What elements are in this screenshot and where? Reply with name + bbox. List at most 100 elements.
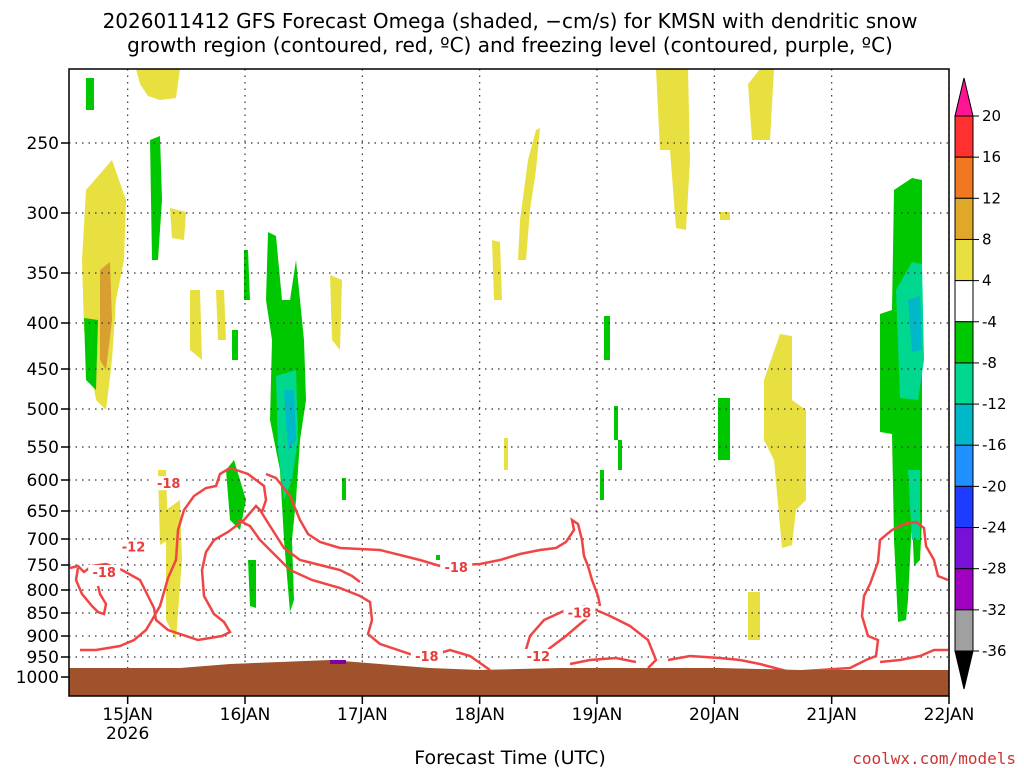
contour-label-bg	[563, 605, 596, 620]
contour-line	[74, 567, 108, 616]
omega-area-yellow	[330, 275, 342, 350]
omega-area-green	[226, 460, 246, 530]
omega-area-green	[342, 478, 346, 500]
colorbar-swatch	[954, 527, 974, 570]
colorbar-label: -24	[982, 519, 1007, 537]
colorbar-swatch	[954, 238, 974, 282]
x-tick-label: 16JAN	[220, 705, 271, 725]
contour-label: -12	[122, 540, 146, 555]
contour-label-bg	[152, 476, 185, 491]
contour-line	[265, 472, 602, 607]
omega-area-yellow	[100, 262, 112, 370]
omega-area-yellow	[748, 69, 774, 140]
x-tick-label: 20JAN	[689, 705, 740, 725]
y-tick-label: 350	[27, 264, 59, 284]
chart-title-line-1: 2026011412 GFS Forecast Omega (shaded, −…	[103, 9, 918, 33]
x-tick-label: 17JAN	[337, 705, 388, 725]
omega-area-teal	[896, 262, 924, 400]
contour-line	[569, 656, 637, 666]
x-tick-label: 21JAN	[806, 705, 857, 725]
contour-line	[258, 509, 361, 583]
colorbar-label: 12	[982, 189, 1001, 207]
colorbar-label: 4	[982, 272, 992, 290]
freezing-level-marker	[330, 660, 346, 664]
contour-label: -18	[92, 566, 116, 581]
colorbar-swatch	[954, 444, 974, 487]
omega-area-green	[150, 136, 162, 260]
omega-area-green	[248, 560, 256, 608]
contour-label-bg	[88, 565, 121, 579]
contour-label: -18	[444, 561, 468, 576]
y-tick-label: 250	[27, 134, 59, 154]
colorbar[interactable]: 20 16 12 8 4 -4 -8 -12 -16 -20 -24 -28 -32 -36	[954, 77, 1007, 690]
colorbar-label: -12	[982, 395, 1007, 413]
colorbar-label: 16	[982, 148, 1001, 166]
omega-area-green	[604, 316, 610, 360]
y-tick-label: 300	[27, 204, 59, 224]
y-tick-label: 400	[27, 314, 59, 334]
omega-area-yellow	[748, 592, 760, 640]
contour-label-bg	[410, 649, 443, 663]
y-tick-label: 800	[27, 581, 59, 601]
omega-area-yellow	[136, 69, 180, 100]
y-tick-label: 1000	[16, 668, 59, 688]
colorbar-swatch	[954, 568, 974, 611]
omega-area-green	[718, 398, 730, 460]
y-tick-label: 900	[27, 627, 59, 647]
omega-area-yellow	[170, 208, 186, 240]
y-tick-label: 700	[27, 530, 59, 550]
contour-label-bg	[522, 649, 555, 663]
omega-area-green	[86, 78, 94, 110]
colorbar-label: -16	[982, 436, 1007, 454]
contour-label: -18	[157, 477, 181, 492]
omega-area-green	[436, 555, 440, 560]
omega-area-yellow	[656, 69, 690, 230]
y-tick-label: 950	[27, 648, 59, 668]
colorbar-swatch	[954, 280, 974, 323]
y-tick-label: 650	[27, 502, 59, 522]
credit-text: coolwx.com/models	[852, 749, 1016, 768]
omega-area-green	[614, 406, 618, 440]
colorbar-swatch	[954, 156, 974, 199]
colorbar-label: -36	[982, 642, 1007, 660]
contour-label-bg	[117, 539, 150, 554]
colorbar-label: -32	[982, 601, 1007, 619]
omega-area-yellow	[518, 128, 540, 260]
colorbar-label: -8	[982, 354, 997, 372]
colorbar-label: -20	[982, 477, 1007, 495]
contour-label: -18	[568, 606, 592, 621]
y-tick-label: 750	[27, 556, 59, 576]
y-axis: 250 300 350 400 450 500 550 600 650 700 750 800 850 9…	[16, 134, 69, 688]
contour-line	[667, 520, 949, 674]
contour-line	[879, 648, 948, 664]
plot-area	[69, 69, 949, 696]
colorbar-label: -4	[982, 313, 997, 331]
colorbar-label: 20	[982, 107, 1001, 125]
y-tick-label: 850	[27, 604, 59, 624]
contour-line	[522, 604, 658, 669]
colorbar-swatch	[954, 609, 974, 652]
colorbar-swatch	[954, 197, 974, 240]
omega-area-yellow	[720, 212, 730, 220]
colorbar-swatch	[954, 485, 974, 529]
contour-line	[69, 466, 268, 652]
omega-area-yellow	[216, 290, 226, 340]
colorbar-swatch	[954, 115, 974, 158]
y-tick-label: 450	[27, 360, 59, 380]
omega-area-yellow	[190, 290, 202, 360]
contour-label: -12	[527, 650, 551, 665]
x-tick-label: 19JAN	[572, 705, 623, 725]
colorbar-bottom-arrow	[954, 650, 974, 690]
colorbar-swatch	[954, 403, 974, 446]
plot-frame	[68, 68, 950, 697]
omega-area-cyan	[908, 296, 922, 352]
omega-area-green	[618, 440, 622, 470]
colorbar-label: 8	[982, 230, 992, 248]
omega-area-cyan	[284, 390, 296, 450]
omega-area-green	[232, 330, 238, 360]
x-tick-label: 15JAN	[102, 705, 153, 725]
omega-area-yellow	[492, 240, 502, 300]
colorbar-swatch	[954, 362, 974, 405]
